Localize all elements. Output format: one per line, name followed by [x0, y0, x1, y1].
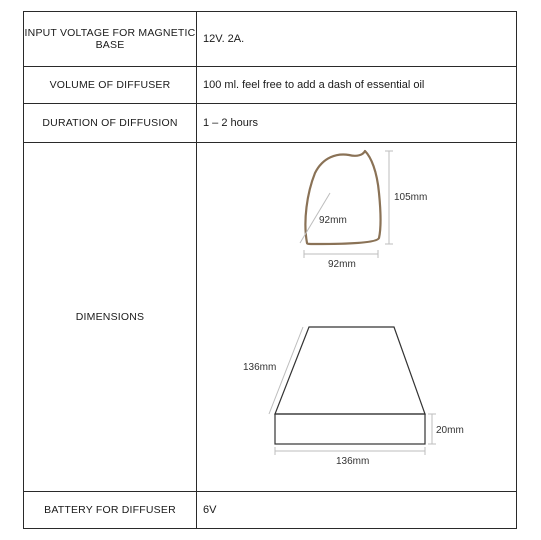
spec-value: 12V. 2A.	[196, 11, 517, 67]
spec-label: VOLUME OF DIFFUSER	[23, 66, 197, 104]
spec-label: DIMENSIONS	[23, 142, 197, 492]
spec-row-battery: BATTERY FOR DIFFUSER 6V	[23, 491, 517, 529]
diffuser-height-label: 105mm	[394, 192, 427, 203]
diffuser-width-label: 92mm	[328, 259, 356, 270]
spec-value: 6V	[196, 491, 517, 529]
base-height-label: 20mm	[436, 425, 464, 436]
spec-value: 1 – 2 hours	[196, 103, 517, 143]
diffuser-outline	[304, 149, 382, 246]
spec-label: DURATION OF DIFFUSION	[23, 103, 197, 143]
diffuser-depth-label: 92mm	[319, 215, 347, 226]
spec-value: 100 ml. feel free to add a dash of essen…	[196, 66, 517, 104]
dimensions-diagram: 92mm 92mm 105mm 136mm	[243, 149, 464, 467]
base-slant-label: 136mm	[243, 362, 276, 373]
spec-row-volume: VOLUME OF DIFFUSER 100 ml. feel free to …	[23, 66, 517, 104]
base-slant-line	[268, 326, 304, 415]
spec-table: INPUT VOLTAGE FOR MAGNETIC BASE 12V. 2A.…	[23, 11, 517, 529]
spec-row-duration: DURATION OF DIFFUSION 1 – 2 hours	[23, 103, 517, 143]
spec-label: BATTERY FOR DIFFUSER	[23, 491, 197, 529]
spec-row-dimensions: DIMENSIONS 92mm 92mm 105mm	[23, 142, 517, 492]
base-bottom-outline	[274, 413, 426, 445]
diffuser-depth-line	[299, 192, 331, 244]
spec-label: INPUT VOLTAGE FOR MAGNETIC BASE	[23, 11, 197, 67]
base-width-label: 136mm	[336, 456, 369, 467]
dimensions-diagram-cell: 92mm 92mm 105mm 136mm	[196, 142, 517, 492]
spec-row-input-voltage: INPUT VOLTAGE FOR MAGNETIC BASE 12V. 2A.	[23, 11, 517, 67]
